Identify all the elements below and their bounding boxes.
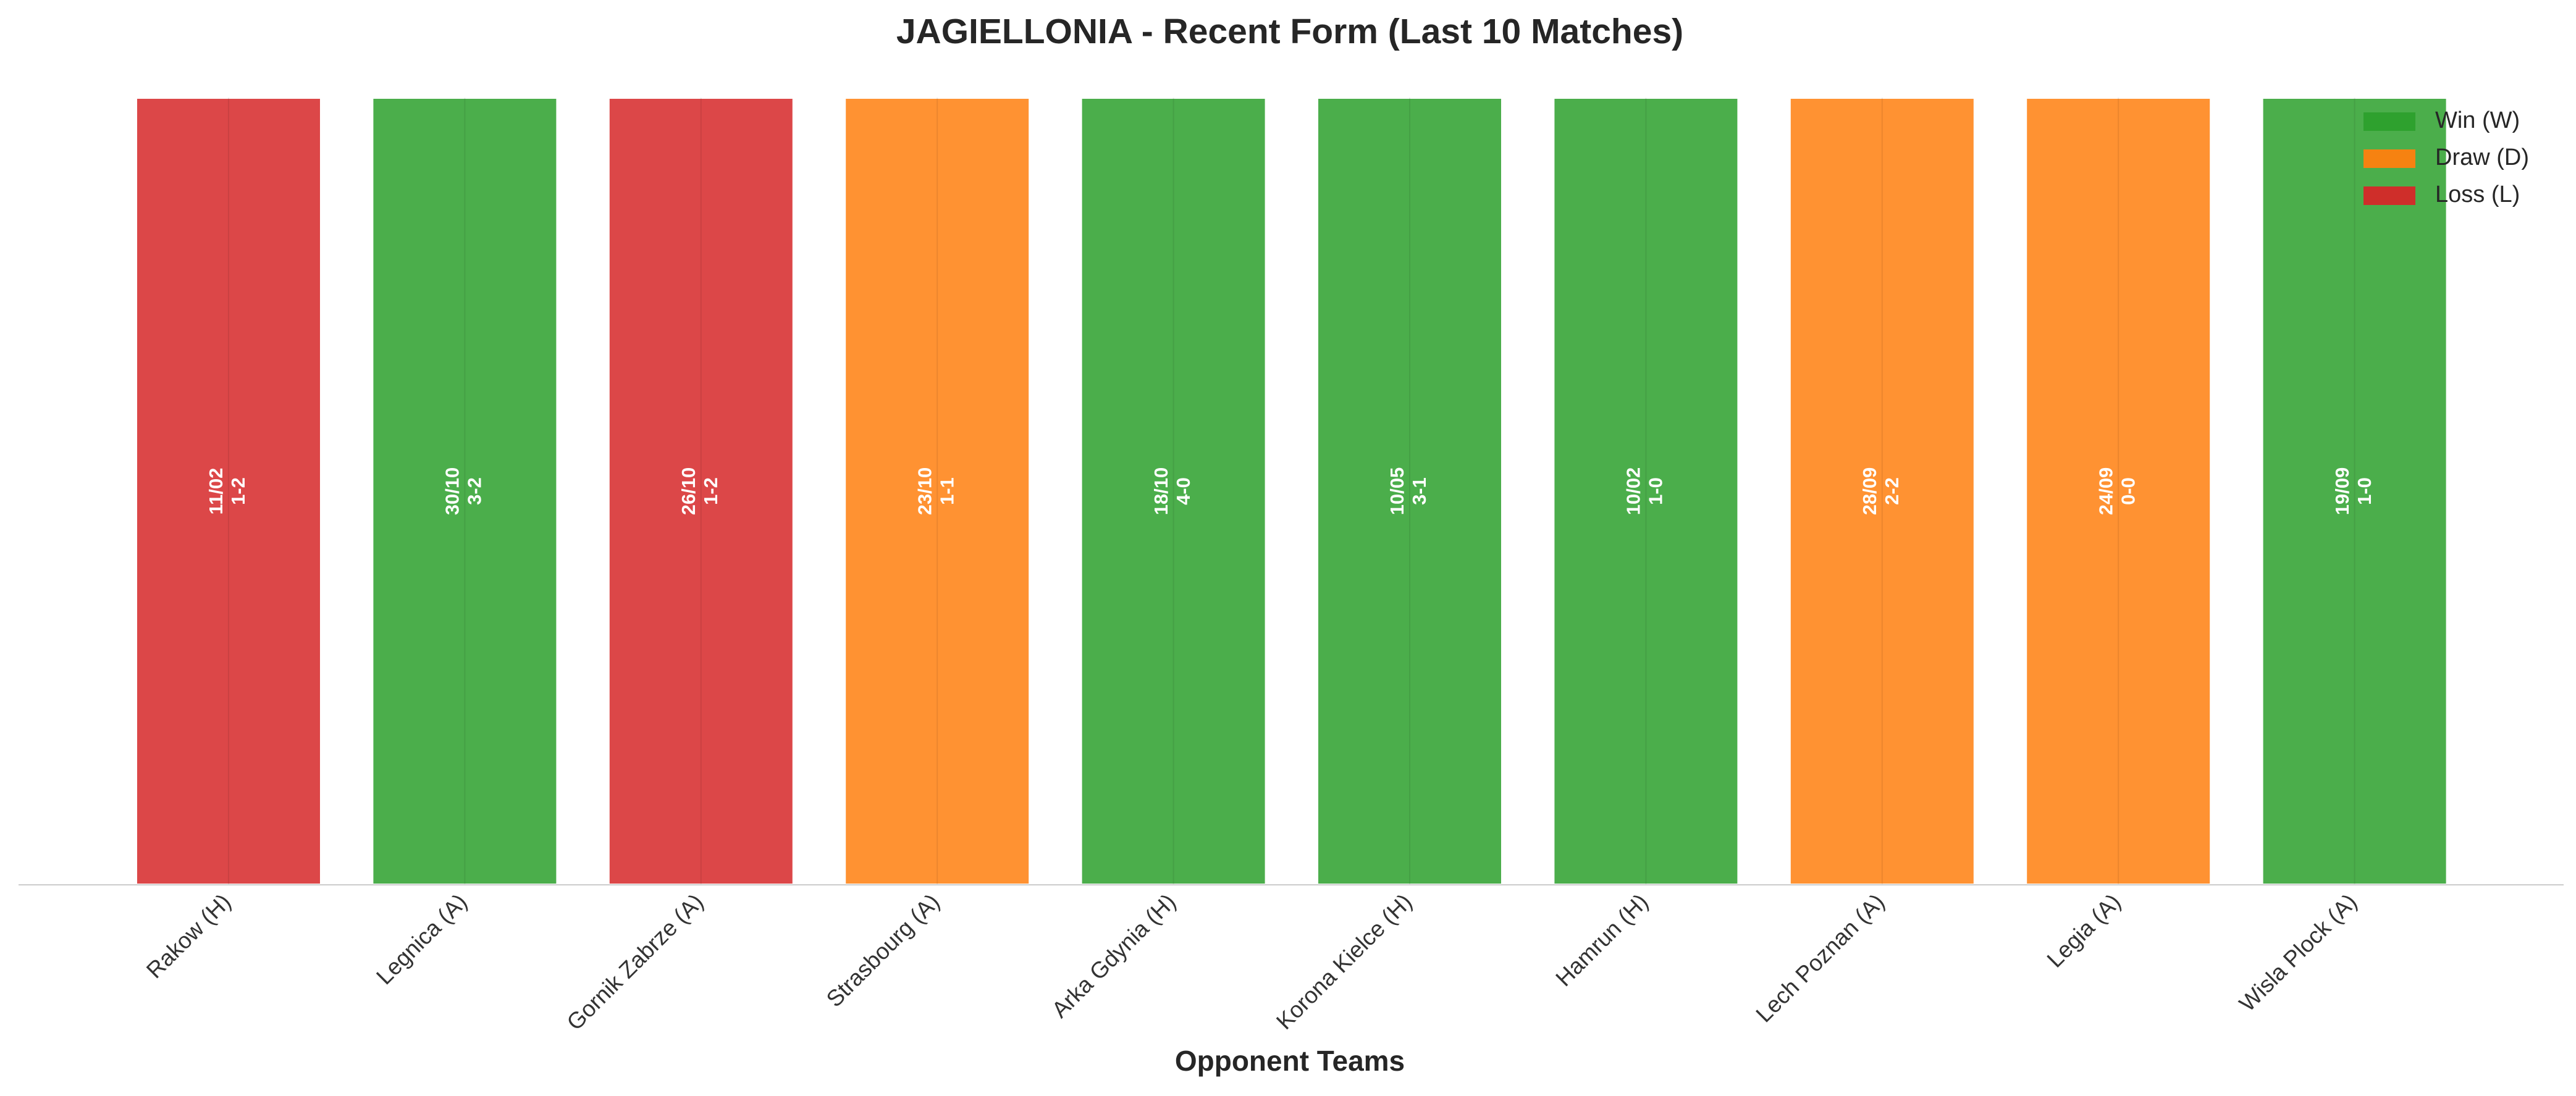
bar-date-label: 19/09 xyxy=(2331,467,2353,516)
x-tick-label: Wisla Plock (A) xyxy=(2234,889,2362,1016)
legend: Win (W) Draw (D) Loss (L) xyxy=(2363,107,2529,207)
x-tick-labels: Rakow (H) Legnica (A) Gornik Zabrze (A) Str… xyxy=(141,889,2362,1035)
bar-10 xyxy=(2260,96,2449,886)
legend-label: Loss (L) xyxy=(2435,182,2520,207)
x-tick-label: Lech Poznan (A) xyxy=(1751,889,1890,1027)
bar-score-label: 1-2 xyxy=(700,477,722,505)
bar-date-label: 18/10 xyxy=(1150,467,1172,516)
bar-date-label: 10/05 xyxy=(1386,467,1408,516)
legend-swatch xyxy=(2363,149,2415,168)
legend-swatch xyxy=(2363,186,2415,205)
bar-score-label: 4-0 xyxy=(1172,477,1194,505)
bar-score-label: 0-0 xyxy=(2117,477,2139,505)
x-tick-label: Korona Kielce (H) xyxy=(1271,889,1416,1034)
x-tick-label: Legia (A) xyxy=(2042,889,2126,973)
bar-score-label: 3-1 xyxy=(1408,477,1430,505)
x-axis-label: Opponent Teams xyxy=(1175,1045,1405,1077)
legend-label: Win (W) xyxy=(2435,107,2520,133)
legend-label: Draw (D) xyxy=(2435,144,2529,170)
x-tick-label: Hamrun (H) xyxy=(1551,889,1653,992)
bar-date-label: 11/02 xyxy=(205,468,227,515)
x-tick-label: Gornik Zabrze (A) xyxy=(562,889,709,1035)
bar-score-label: 1-1 xyxy=(936,477,958,505)
bar-score-label: 1-0 xyxy=(1645,477,1667,505)
bar-3 xyxy=(607,96,795,886)
x-tick-label: Strasbourg (A) xyxy=(822,889,945,1012)
bar-score-label: 2-2 xyxy=(1881,477,1903,505)
bars-group: 11/02 1-2 30/10 3-2 26/10 1-2 23/10 1-1 18/10 4-0… xyxy=(135,96,2449,886)
x-tick-label: Rakow (H) xyxy=(141,889,236,984)
bar-date-label: 24/09 xyxy=(2095,467,2116,516)
x-tick-label: Legnica (A) xyxy=(371,889,472,990)
legend-swatch xyxy=(2363,112,2415,131)
x-tick-label: Arka Gdynia (H) xyxy=(1047,889,1181,1023)
bar-1 xyxy=(135,96,322,886)
bar-2 xyxy=(371,96,559,886)
chart-title: JAGIELLONIA - Recent Form (Last 10 Match… xyxy=(896,12,1683,51)
bar-score-label: 3-2 xyxy=(464,477,486,505)
bar-6 xyxy=(1316,96,1504,886)
bar-5 xyxy=(1079,96,1268,886)
bar-score-label: 1-2 xyxy=(227,477,249,505)
bar-8 xyxy=(1788,96,1976,886)
bar-date-label: 23/10 xyxy=(914,467,935,516)
bar-date-label: 10/02 xyxy=(1623,467,1644,516)
bar-date-label: 28/09 xyxy=(1859,467,1880,516)
bar-date-label: 26/10 xyxy=(678,467,699,516)
bar-7 xyxy=(1552,96,1740,886)
bar-4 xyxy=(843,96,1032,886)
bar-score-label: 1-0 xyxy=(2354,477,2375,505)
bar-date-label: 30/10 xyxy=(442,467,463,516)
